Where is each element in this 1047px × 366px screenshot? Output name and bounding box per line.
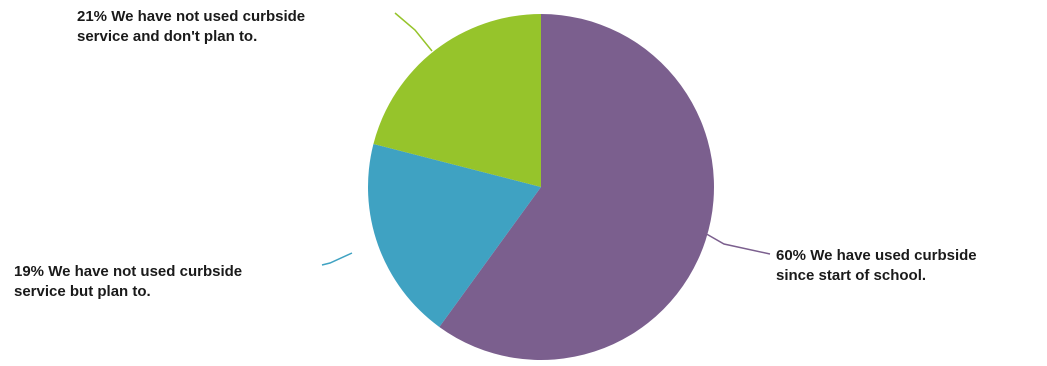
leader-line-1: [321, 252, 353, 266]
slice-label-line: 60% We have used curbside: [776, 247, 977, 264]
slice-label-plan-to: 19% We have not used curbside service bu…: [14, 262, 242, 302]
slice-label-line: service and don't plan to.: [77, 28, 258, 45]
slice-label-line: 19% We have not used curbside: [14, 263, 243, 280]
slice-label-line: since start of school.: [776, 267, 927, 284]
pie-slice-1: [368, 143, 541, 327]
leader-line-0: [702, 231, 771, 255]
leader-line-2: [394, 12, 433, 52]
pie-slice-0: [439, 14, 714, 360]
slice-label-used-curbside: 60% We have used curbside since start of…: [776, 246, 977, 286]
slice-label-line: 21% We have not used curbside: [77, 8, 306, 25]
slice-label-dont-plan-to: 21% We have not used curbside service an…: [77, 7, 305, 47]
slice-label-line: service but plan to.: [14, 283, 151, 300]
pie-slice-2: [373, 14, 541, 187]
